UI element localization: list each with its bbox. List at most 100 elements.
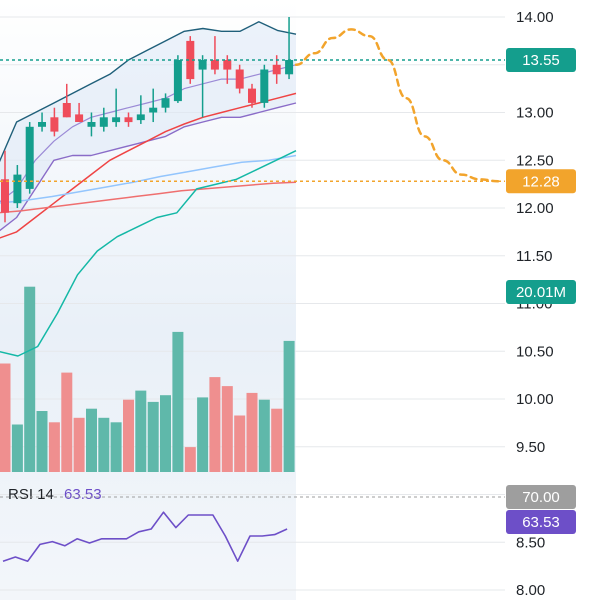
volume-bar — [221, 386, 233, 472]
price-tick-label: 14.00 — [516, 9, 554, 26]
price-tick-label: 11.50 — [516, 248, 552, 265]
volume-badge: 20.01M — [506, 280, 576, 304]
rsi-value-badge-box — [506, 510, 576, 534]
price-tick-label: 9.50 — [516, 439, 545, 456]
volume-bar — [172, 331, 184, 472]
candle-body — [248, 88, 256, 103]
forecast-line — [294, 28, 500, 183]
candle-body — [62, 103, 71, 118]
candle[interactable] — [62, 83, 71, 118]
candle-body — [285, 60, 294, 75]
volume-bar — [0, 363, 11, 472]
candle-body — [272, 64, 281, 75]
rsi-line — [2, 511, 288, 563]
candle[interactable] — [161, 93, 170, 113]
candle[interactable] — [186, 36, 195, 84]
price-tick-label: 12.00 — [516, 200, 554, 217]
candle-body — [136, 114, 145, 121]
volume-bar — [184, 447, 196, 472]
candle-body — [235, 69, 244, 89]
candle[interactable] — [198, 55, 207, 118]
candle-body — [161, 98, 170, 108]
volume-bar — [160, 395, 171, 472]
candle[interactable] — [136, 95, 145, 124]
candle-body — [25, 126, 34, 189]
price-badge-text: 12.28 — [522, 173, 560, 190]
volume-bar — [197, 397, 209, 472]
volume-bar — [61, 372, 73, 472]
candle-body — [112, 117, 121, 123]
candle-body — [75, 114, 84, 122]
price-gridlines — [0, 16, 505, 591]
candle[interactable] — [1, 150, 9, 223]
price-badge-text: 13.55 — [522, 52, 560, 69]
rsi-level-badge-box — [506, 485, 576, 509]
candle-body — [186, 40, 195, 80]
volume-badge-text: 20.01M — [516, 284, 566, 301]
candle-body — [13, 174, 22, 204]
candle[interactable] — [99, 107, 108, 132]
volume-bar — [11, 424, 23, 472]
candle-body — [99, 117, 108, 127]
volume-bar — [123, 399, 134, 472]
candle[interactable] — [248, 83, 256, 108]
candle[interactable] — [223, 55, 232, 84]
volume-bar — [73, 417, 85, 472]
price-badge: 12.28 — [506, 169, 576, 194]
price-lines — [0, 59, 505, 183]
price-tick-label: 12.50 — [516, 152, 554, 169]
rsi-name: RSI 14 — [8, 486, 54, 503]
candle[interactable] — [235, 64, 244, 94]
price-tick-label: 13.00 — [516, 105, 554, 122]
candle-body — [124, 117, 133, 123]
candle[interactable] — [260, 64, 269, 108]
candle-body — [38, 122, 46, 127]
volume-bar — [110, 422, 122, 472]
price-badge: 13.55 — [506, 47, 576, 72]
rsi-value-badge-text: 63.53 — [522, 514, 560, 531]
candlesticks[interactable] — [1, 17, 294, 223]
volume-bars — [0, 286, 295, 472]
candle[interactable] — [50, 107, 59, 137]
price-badges: 13.55 12.28 20.01M 70.00 63.53 — [506, 47, 576, 534]
volume-bar — [283, 340, 295, 472]
rsi-title: RSI 14 63.53 — [8, 486, 102, 503]
price-badge-box — [506, 47, 576, 72]
candle[interactable] — [112, 88, 121, 127]
candle-body — [173, 60, 182, 102]
price-tick-label: 8.50 — [516, 534, 545, 551]
bollinger-upper-line — [0, 21, 297, 163]
volume-bar — [135, 390, 147, 472]
candle-body — [223, 60, 232, 70]
candle-body — [260, 69, 269, 103]
rsi-level-badge-text: 70.00 — [522, 489, 560, 506]
candle[interactable] — [173, 55, 182, 103]
candle[interactable] — [210, 36, 219, 75]
candle[interactable] — [87, 112, 96, 137]
candle-body — [87, 122, 96, 127]
volume-bar — [258, 399, 270, 472]
candle[interactable] — [75, 102, 84, 123]
candle[interactable] — [285, 17, 294, 80]
price-tick-label: 8.00 — [516, 582, 545, 599]
volume-badge-box — [506, 280, 576, 304]
candle-body — [198, 60, 207, 70]
candle[interactable] — [149, 88, 158, 123]
price-tick-label: 10.00 — [516, 391, 554, 408]
candle[interactable] — [38, 112, 46, 132]
volume-bar — [234, 415, 246, 472]
candle[interactable] — [13, 165, 22, 208]
volume-bar — [246, 392, 258, 472]
moving-average-line — [0, 150, 297, 357]
rsi-panel: RSI 14 63.53 — [0, 486, 505, 563]
volume-bar — [24, 286, 36, 472]
candle[interactable] — [25, 122, 34, 194]
price-tick-label: 10.50 — [516, 343, 554, 360]
candle-body — [50, 117, 59, 132]
rsi-value-badge: 63.53 — [506, 510, 576, 534]
volume-bar — [98, 417, 110, 472]
candle[interactable] — [124, 112, 133, 127]
volume-bar — [147, 401, 159, 472]
volume-bar — [86, 408, 97, 472]
